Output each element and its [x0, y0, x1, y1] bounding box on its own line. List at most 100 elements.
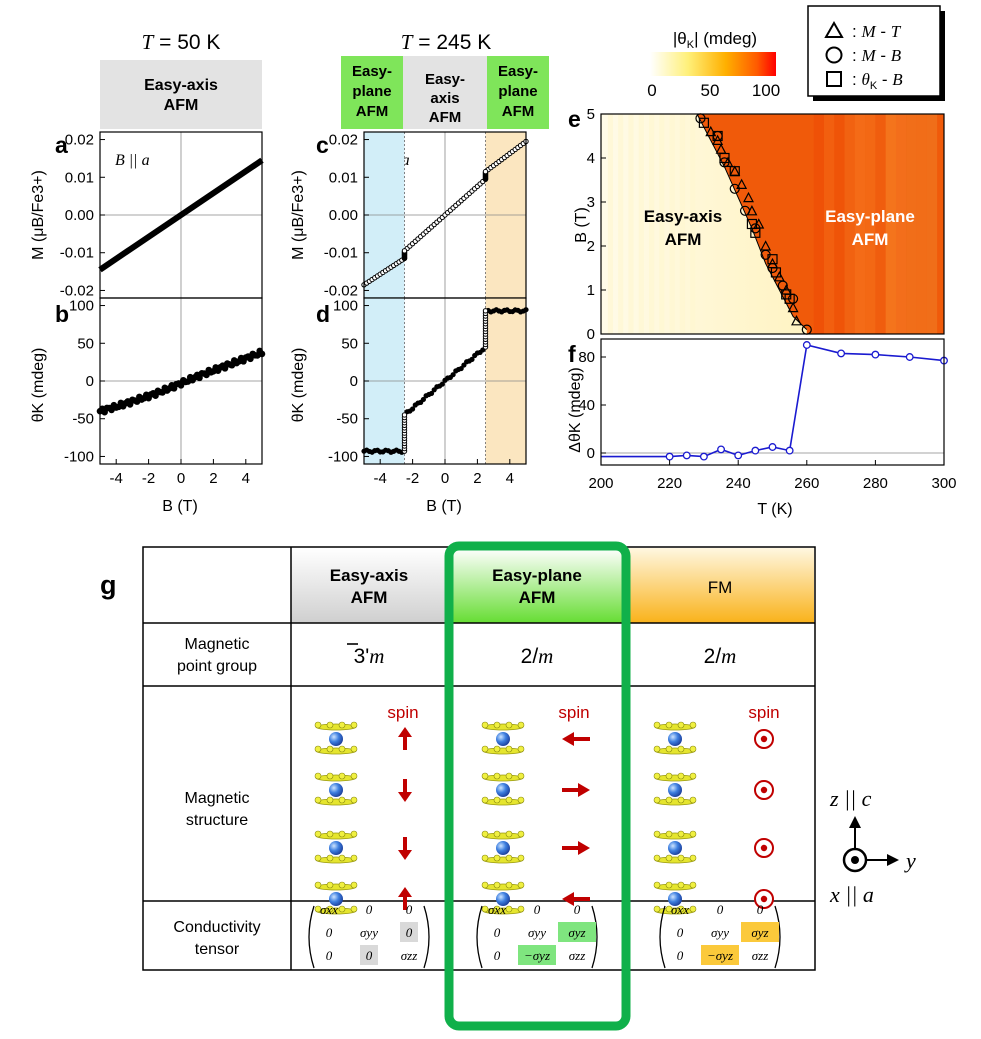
y-tick-label: 3	[587, 194, 595, 211]
panel-c-ylabel: M (μB/Fe3+)	[290, 170, 307, 260]
matrix-element: 0	[574, 902, 581, 917]
square-marker	[712, 130, 723, 142]
ligand-plate	[315, 747, 357, 755]
square-marker	[729, 166, 740, 177]
spin-dot	[760, 786, 768, 794]
ligand-plate	[654, 747, 696, 755]
ligand-atom	[505, 772, 513, 780]
matrix-element: 0	[406, 925, 413, 940]
heatmap-stripe	[926, 114, 938, 334]
fe-atom-icon	[329, 783, 343, 797]
easy-plane-region-label: AFM	[852, 230, 889, 249]
panel-e-ylabel: B (T)	[573, 207, 590, 243]
easy-plane-highlight-frame	[444, 541, 631, 1031]
ligand-atom	[653, 854, 661, 862]
ligand-atom	[677, 854, 685, 862]
ligand-atom	[505, 905, 513, 913]
row-tensor-line2: tensor	[195, 941, 240, 958]
ligand-plate	[482, 774, 524, 782]
spin-right-arrow-icon	[578, 841, 590, 855]
ligand-atom	[338, 721, 346, 729]
temperature-50k-title: T = 50 K	[142, 30, 221, 54]
ligand-plate	[654, 883, 696, 891]
triangle-marker	[736, 178, 748, 189]
ligand-atom	[481, 721, 489, 729]
easy-axis-box-line2: AFM	[164, 97, 199, 114]
row-structure-line1: Magnetic	[185, 790, 250, 807]
matrix-element: 0	[326, 948, 333, 963]
ligand-layer-icon	[481, 854, 525, 864]
y-tick-label: -100	[64, 448, 94, 465]
data-point	[410, 406, 416, 412]
y-tick-label: -0.02	[60, 282, 94, 299]
y-tick-label: -50	[336, 411, 358, 428]
data-point	[802, 341, 811, 349]
y-tick-label: 0	[86, 373, 94, 390]
row-point-group-line2: point group	[177, 658, 257, 675]
header-fm	[627, 548, 814, 623]
ligand-atom	[665, 854, 673, 862]
heatmap-stripe	[638, 114, 644, 334]
ligand-layer-icon	[481, 830, 525, 840]
ligand-atom	[314, 721, 322, 729]
ligand-atom	[481, 830, 489, 838]
matrix-highlight	[701, 945, 739, 965]
ligand-atom	[350, 830, 358, 838]
colorbar-tick-100: 100	[752, 81, 780, 100]
x-tick-label: 0	[177, 470, 185, 487]
matrix-element: 0	[677, 925, 684, 940]
ligand-atom	[677, 796, 685, 804]
x-tick-label: 300	[931, 475, 956, 492]
panel-label-f: f	[568, 341, 576, 367]
panel-b-ylabel: θK (mdeg)	[30, 348, 47, 423]
y-tick-label: 50	[341, 335, 358, 352]
ligand-plate	[482, 883, 524, 891]
ligand-atom	[493, 854, 501, 862]
y-tick-label: 50	[77, 335, 94, 352]
data-point	[482, 168, 489, 175]
ligand-atom	[493, 721, 501, 729]
matrix-element: 0	[534, 902, 541, 917]
data-point	[152, 392, 159, 400]
ligand-atom	[505, 881, 513, 889]
y-tick-label: 0.01	[65, 169, 94, 186]
colorbar-tick-0: 0	[647, 81, 656, 100]
ligand-atom	[350, 745, 358, 753]
panel-a-field-annotation: B || a	[115, 152, 150, 169]
spin-dot	[760, 895, 768, 903]
data-point	[665, 452, 674, 461]
heatmap-stripe	[628, 114, 634, 334]
square-marker	[750, 227, 761, 238]
matrix-element: σyy	[711, 925, 729, 940]
matrix-element: −σyz	[524, 948, 550, 963]
heatmap-stripe	[875, 114, 886, 334]
ligand-atom	[653, 796, 661, 804]
ligand-layer-icon	[314, 772, 358, 782]
ligand-atom	[314, 905, 322, 913]
legend-square-label: : θK - B	[852, 70, 903, 92]
ligand-atom	[505, 830, 513, 838]
x-tick-label: -2	[406, 470, 419, 487]
ligand-layer-icon	[481, 772, 525, 782]
square-marker	[719, 152, 730, 164]
matrix-element: σzz	[569, 948, 586, 963]
panel-f-frame	[600, 338, 945, 466]
ligand-atom	[689, 721, 697, 729]
ligand-atom	[677, 721, 685, 729]
ligand-layer-icon	[314, 796, 358, 806]
ligand-plate	[482, 832, 524, 840]
matrix-element: 0	[494, 925, 501, 940]
ligand-plate	[482, 723, 524, 731]
y-tick-label: 0.01	[329, 169, 358, 186]
spin-dot	[760, 844, 768, 852]
ligand-atom	[326, 854, 334, 862]
ligand-plate	[315, 883, 357, 891]
heatmap-stripe	[854, 114, 866, 334]
ligand-atom	[505, 721, 513, 729]
ligand-atom	[653, 905, 661, 913]
easy-axis-region-label: Easy-axis	[644, 207, 722, 226]
y-tick-label: 0.00	[329, 207, 358, 224]
spin-left-arrow-icon	[562, 732, 574, 746]
heatmap-stripe	[669, 114, 675, 334]
